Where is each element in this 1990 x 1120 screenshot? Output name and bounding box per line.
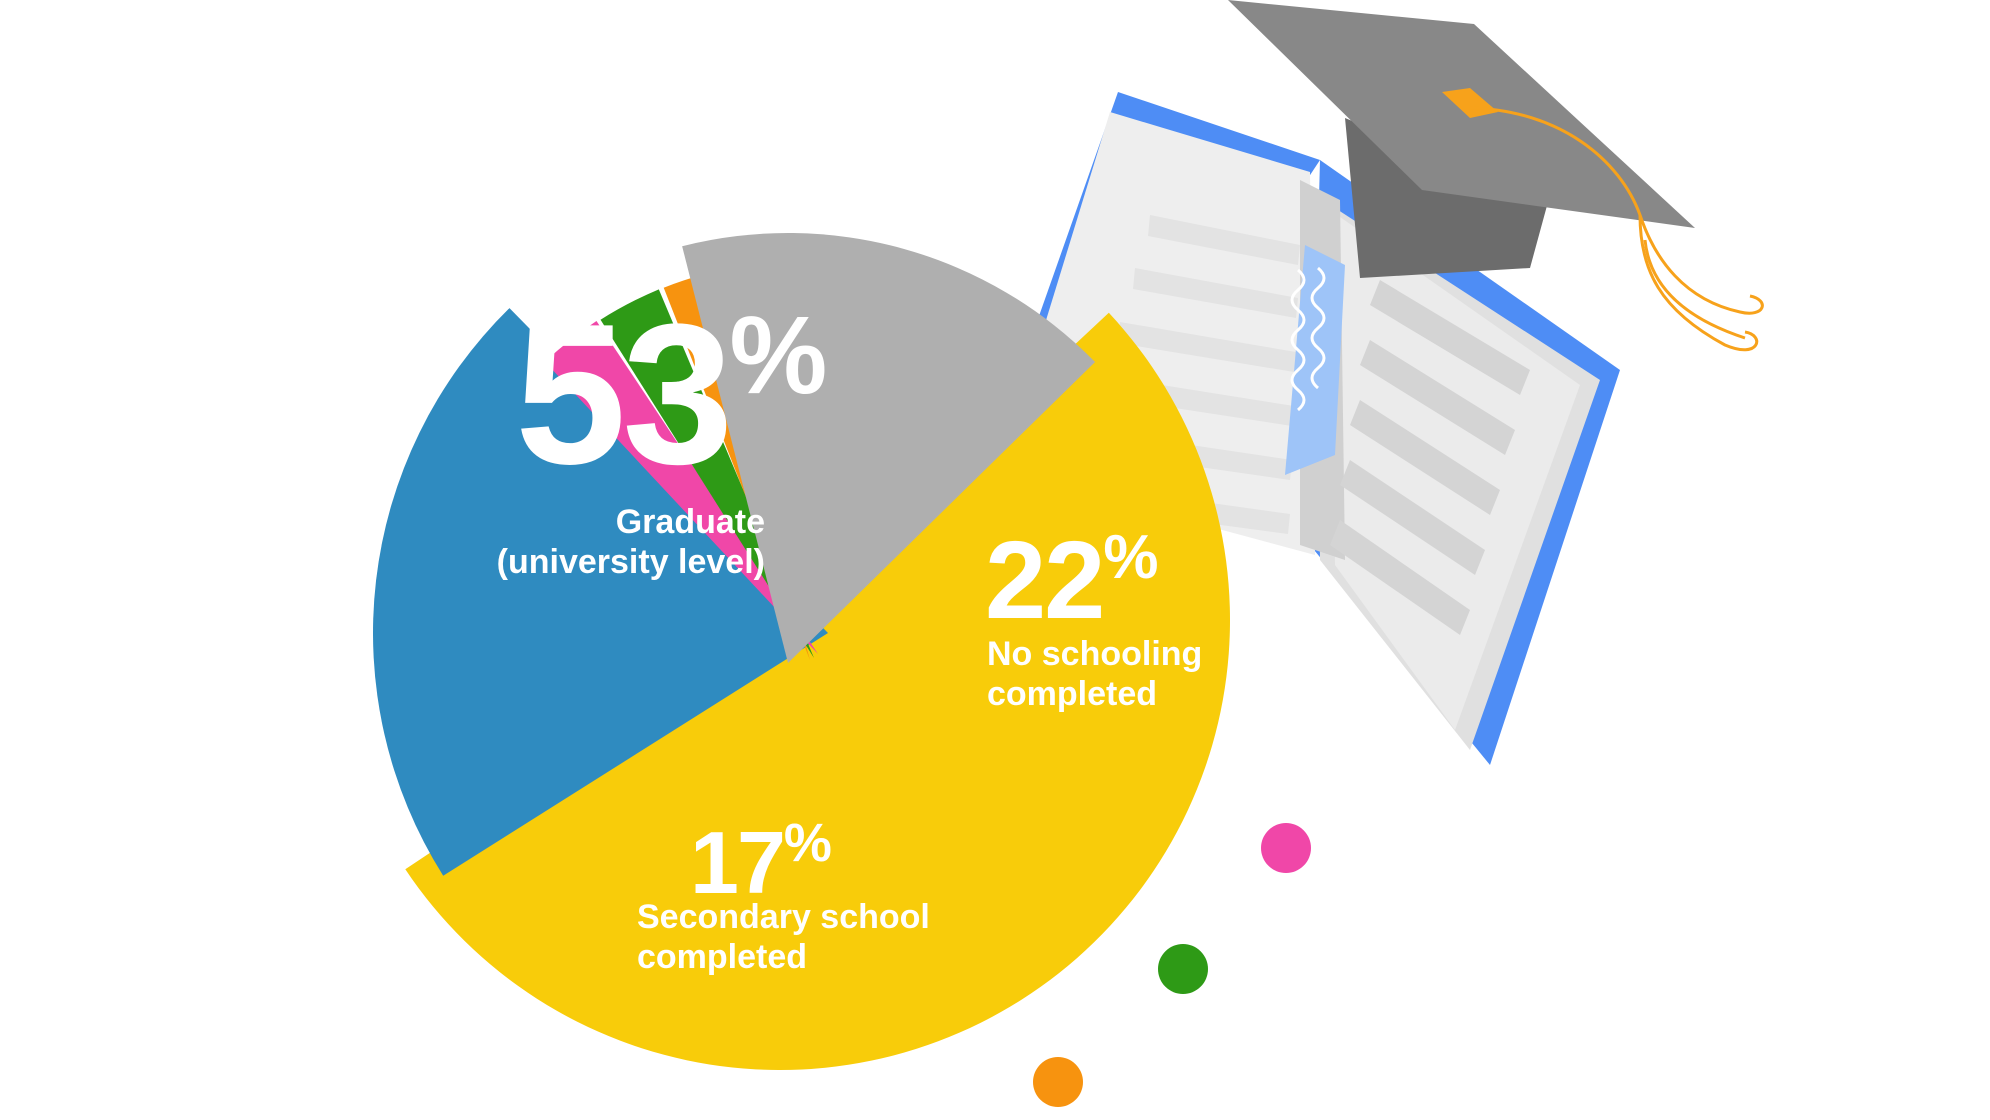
label-no-schooling-line1: No schooling: [987, 635, 1202, 673]
green-dot: [1158, 944, 1208, 994]
graduation-cap-icon: [1228, 0, 1764, 352]
pie-slice-secondary: [682, 232, 1096, 663]
label-graduate-line2: (university level): [497, 543, 765, 581]
pct-value-graduate: 53: [515, 283, 729, 506]
pie-slice-none: [373, 308, 828, 876]
slice-label-graduate: 53% Graduate (university level): [497, 283, 829, 581]
orange-dot: [1033, 1057, 1083, 1107]
pct-sign-graduate: %: [729, 294, 824, 417]
svg-text:53%: 53%: [515, 283, 824, 506]
pct-sign-secondary: %: [784, 813, 831, 873]
pie-chart: [373, 232, 1231, 1071]
pct-sign-no-schooling: %: [1103, 523, 1157, 592]
svg-text:17%: 17%: [690, 813, 831, 912]
pie-slice-green: [600, 289, 814, 658]
pie-slice-pink: [544, 320, 818, 654]
label-no-schooling-line2: completed: [987, 675, 1157, 713]
pct-value-secondary: 17: [690, 813, 784, 912]
pct-value-no-schooling: 22: [985, 519, 1103, 642]
label-secondary-line2: completed: [637, 938, 807, 976]
decorative-dots: [1033, 823, 1311, 1107]
svg-text:22%: 22%: [985, 519, 1157, 642]
label-graduate-line1: Graduate: [616, 503, 765, 541]
slice-label-secondary: 17% Secondary school completed: [637, 813, 930, 976]
pink-dot: [1261, 823, 1311, 873]
label-secondary-line1: Secondary school: [637, 898, 930, 936]
slice-label-no-schooling: 22% No schooling completed: [985, 519, 1202, 713]
pie-slice-graduate: [405, 312, 1231, 1071]
